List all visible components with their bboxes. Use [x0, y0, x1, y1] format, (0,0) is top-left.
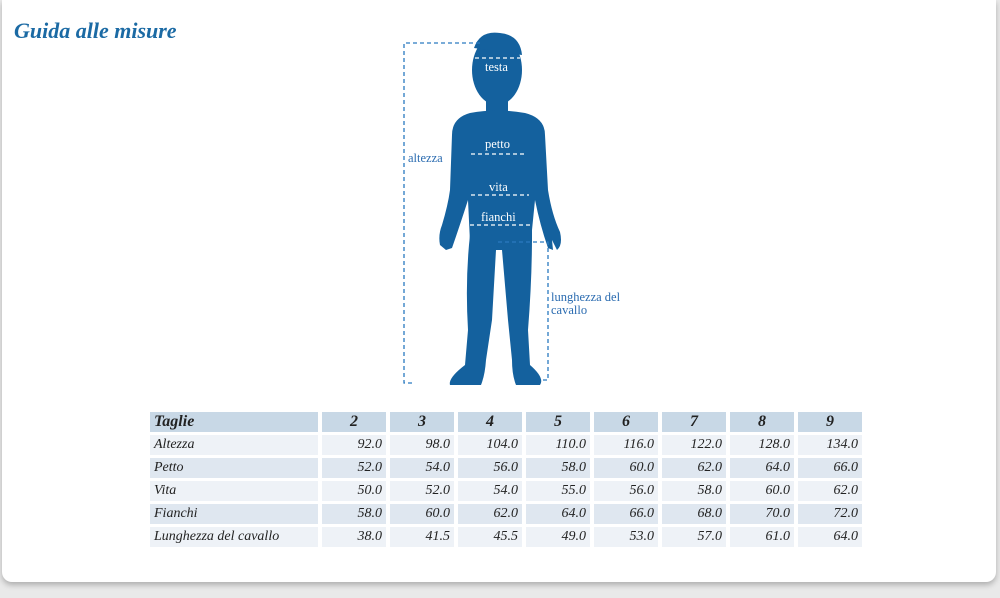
- table-cell: 70.0: [730, 504, 794, 524]
- table-cell: 58.0: [322, 504, 386, 524]
- table-header-row: Taglie 2 3 4 5 6 7 8 9: [150, 412, 862, 432]
- row-label: Fianchi: [150, 504, 318, 524]
- table-cell: 57.0: [662, 527, 726, 547]
- table-cell: 56.0: [458, 458, 522, 478]
- label-fianchi: fianchi: [481, 210, 516, 224]
- table-cell: 45.5: [458, 527, 522, 547]
- table-cell: 50.0: [322, 481, 386, 501]
- table-cell: 55.0: [526, 481, 590, 501]
- table-cell: 128.0: [730, 435, 794, 455]
- table-cell: 66.0: [594, 504, 658, 524]
- header-cell: 7: [662, 412, 726, 432]
- size-table: Taglie 2 3 4 5 6 7 8 9 Altezza 92.0 98.0 10…: [146, 409, 866, 550]
- header-cell: 4: [458, 412, 522, 432]
- table-cell: 62.0: [458, 504, 522, 524]
- table-cell: 52.0: [322, 458, 386, 478]
- row-label: Altezza: [150, 435, 318, 455]
- table-row: Lunghezza del cavallo 38.0 41.5 45.5 49.0 53.…: [150, 527, 862, 547]
- header-cell: 8: [730, 412, 794, 432]
- table-row: Fianchi 58.0 60.0 62.0 64.0 66.0 68.0 70.0 72.0: [150, 504, 862, 524]
- table-cell: 58.0: [526, 458, 590, 478]
- row-label: Lunghezza del cavallo: [150, 527, 318, 547]
- table-row: Vita 50.0 52.0 54.0 55.0 56.0 58.0 60.0 62.0: [150, 481, 862, 501]
- table-cell: 110.0: [526, 435, 590, 455]
- measure-lines-outer: [403, 42, 549, 384]
- label-petto: petto: [485, 137, 510, 151]
- table-cell: 134.0: [798, 435, 862, 455]
- header-cell: 2: [322, 412, 386, 432]
- table-cell: 92.0: [322, 435, 386, 455]
- table-cell: 64.0: [730, 458, 794, 478]
- row-label: Vita: [150, 481, 318, 501]
- table-cell: 56.0: [594, 481, 658, 501]
- table-cell: 41.5: [390, 527, 454, 547]
- header-cell: 3: [390, 412, 454, 432]
- label-testa: testa: [485, 60, 508, 74]
- table-cell: 49.0: [526, 527, 590, 547]
- table-cell: 116.0: [594, 435, 658, 455]
- table-cell: 98.0: [390, 435, 454, 455]
- label-altezza: altezza: [408, 151, 443, 165]
- table-row: Altezza 92.0 98.0 104.0 110.0 116.0 122.0 128.0…: [150, 435, 862, 455]
- child-silhouette-illustration: [403, 32, 561, 385]
- table-cell: 53.0: [594, 527, 658, 547]
- header-cell: 9: [798, 412, 862, 432]
- table-cell: 54.0: [458, 481, 522, 501]
- table-cell: 68.0: [662, 504, 726, 524]
- table-cell: 54.0: [390, 458, 454, 478]
- table-cell: 122.0: [662, 435, 726, 455]
- table-cell: 104.0: [458, 435, 522, 455]
- table-row: Petto 52.0 54.0 56.0 58.0 60.0 62.0 64.0 66.0: [150, 458, 862, 478]
- table-cell: 38.0: [322, 527, 386, 547]
- row-label: Petto: [150, 458, 318, 478]
- measure-lines-inner: [470, 57, 532, 226]
- table-cell: 64.0: [526, 504, 590, 524]
- header-cell: Taglie: [150, 412, 318, 432]
- table-cell: 62.0: [662, 458, 726, 478]
- header-cell: 5: [526, 412, 590, 432]
- table-cell: 52.0: [390, 481, 454, 501]
- table-cell: 60.0: [730, 481, 794, 501]
- table-cell: 62.0: [798, 481, 862, 501]
- page-title: Guida alle misure: [14, 18, 177, 43]
- table-cell: 64.0: [798, 527, 862, 547]
- table-cell: 61.0: [730, 527, 794, 547]
- label-cavallo: lunghezza del cavallo: [551, 290, 621, 317]
- table-cell: 60.0: [594, 458, 658, 478]
- table-cell: 60.0: [390, 504, 454, 524]
- header-cell: 6: [594, 412, 658, 432]
- table-cell: 72.0: [798, 504, 862, 524]
- child-silhouette: [439, 32, 561, 385]
- label-vita: vita: [489, 180, 508, 194]
- table-cell: 58.0: [662, 481, 726, 501]
- table-cell: 66.0: [798, 458, 862, 478]
